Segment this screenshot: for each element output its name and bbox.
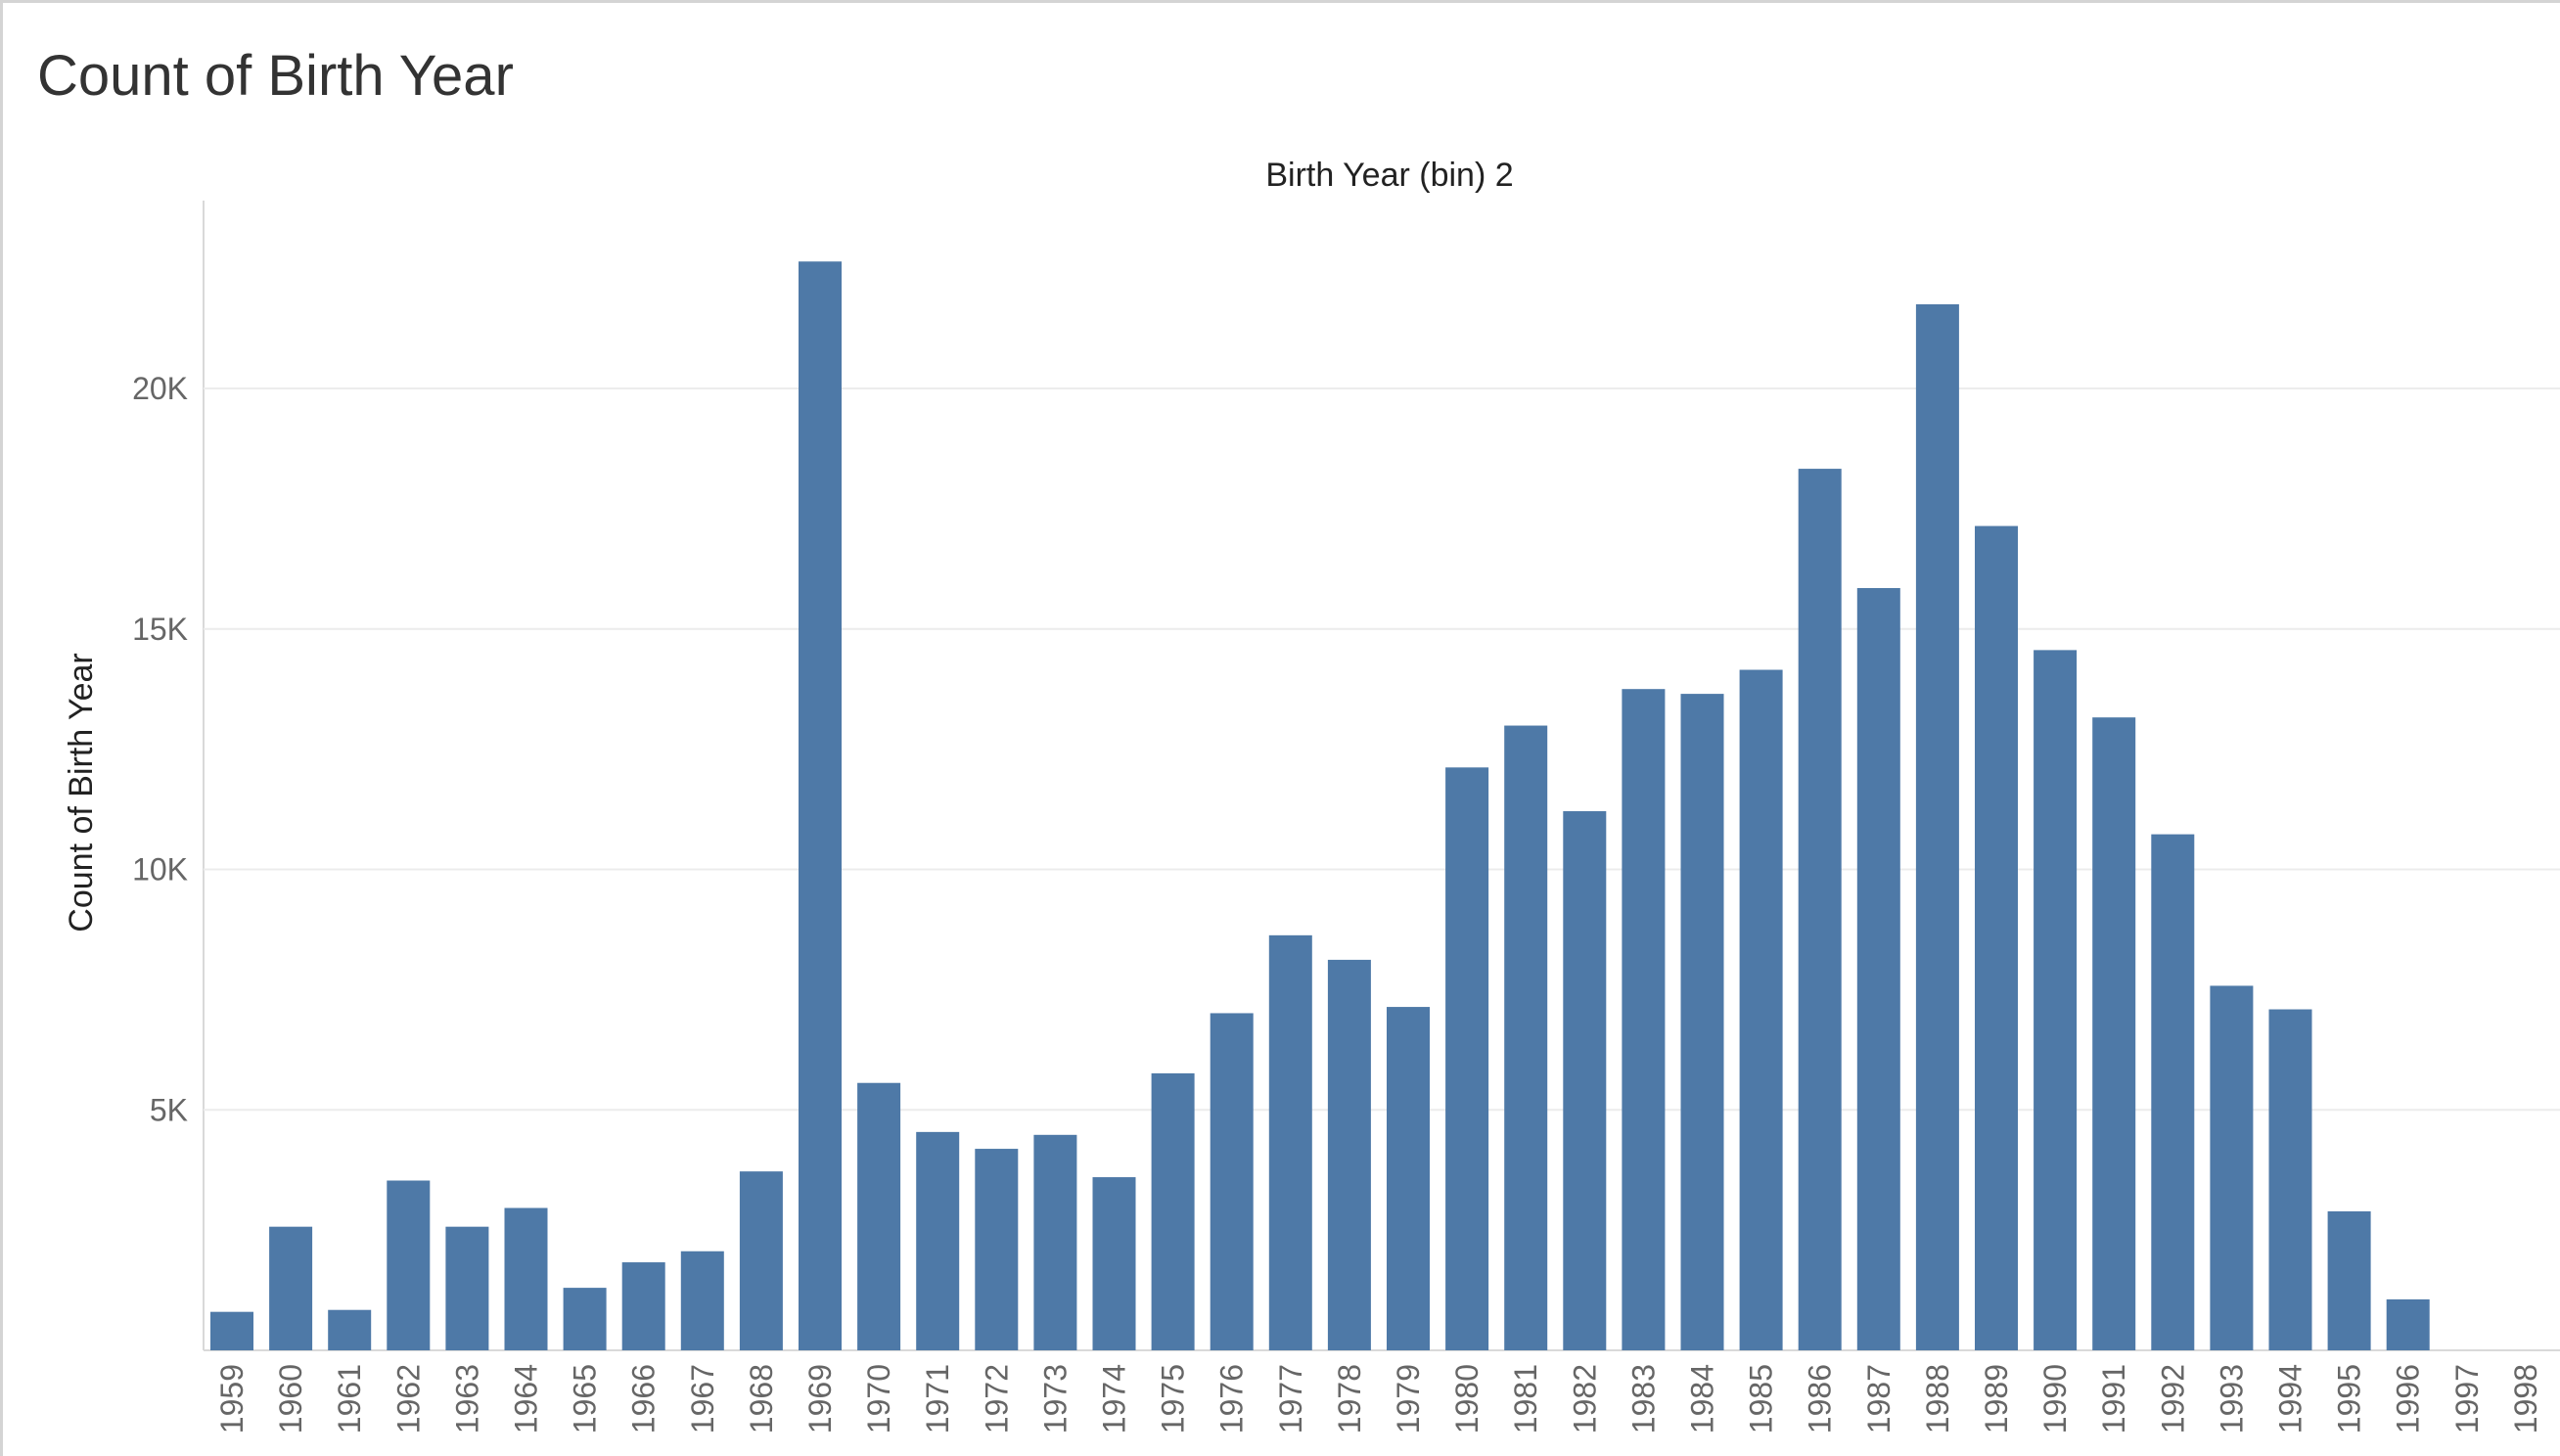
x-tick-label: 1967 bbox=[685, 1364, 720, 1433]
x-tick-label: 1996 bbox=[2391, 1364, 2426, 1433]
x-tick-label: 1962 bbox=[390, 1364, 426, 1433]
x-tick-label: 1994 bbox=[2273, 1364, 2309, 1433]
bars bbox=[210, 261, 2430, 1350]
y-tick-label: 20K bbox=[132, 371, 188, 406]
x-tick-label: 1968 bbox=[744, 1364, 779, 1433]
y-axis-title: Count of Birth Year bbox=[63, 653, 100, 932]
x-tick-label: 1979 bbox=[1391, 1364, 1426, 1433]
x-tick-label: 1976 bbox=[1214, 1364, 1250, 1433]
y-tick-label: 5K bbox=[150, 1092, 188, 1127]
column-header-title: Birth Year (bin) 2 bbox=[1265, 157, 1513, 194]
bar-1967[interactable] bbox=[680, 1251, 724, 1350]
bar-1987[interactable] bbox=[1856, 587, 1900, 1350]
bar-1994[interactable] bbox=[2268, 1009, 2312, 1350]
bar-1963[interactable] bbox=[445, 1226, 489, 1350]
x-tick-label: 1995 bbox=[2332, 1364, 2367, 1433]
y-axis-ticks: 5K 10K 15K 20K bbox=[132, 371, 188, 1127]
x-tick-label: 1969 bbox=[802, 1364, 838, 1433]
bar-1986[interactable] bbox=[1798, 469, 1842, 1350]
x-tick-label: 1988 bbox=[1920, 1364, 1955, 1433]
x-tick-label: 1965 bbox=[568, 1364, 603, 1433]
x-tick-label: 1971 bbox=[920, 1364, 955, 1433]
x-tick-label: 1975 bbox=[1156, 1364, 1191, 1433]
bar-1969[interactable] bbox=[799, 261, 842, 1350]
sheet-title: Count of Birth Year bbox=[37, 44, 514, 108]
x-tick-label: 1984 bbox=[1685, 1364, 1720, 1433]
y-tick-label: 10K bbox=[132, 852, 188, 887]
bar-1966[interactable] bbox=[621, 1262, 665, 1350]
x-tick-label: 1986 bbox=[1803, 1364, 1838, 1433]
bar-1978[interactable] bbox=[1327, 959, 1371, 1350]
gridlines bbox=[203, 201, 2560, 1351]
x-tick-label: 1998 bbox=[2508, 1364, 2543, 1433]
bar-1979[interactable] bbox=[1387, 1007, 1430, 1350]
x-tick-label: 1974 bbox=[1097, 1364, 1132, 1433]
bar-1984[interactable] bbox=[1680, 694, 1724, 1350]
bar-1988[interactable] bbox=[1915, 303, 1959, 1350]
bar-1977[interactable] bbox=[1268, 934, 1312, 1350]
x-tick-label: 1959 bbox=[214, 1364, 250, 1433]
bar-1995[interactable] bbox=[2327, 1210, 2371, 1350]
x-tick-label: 1978 bbox=[1332, 1364, 1367, 1433]
bar-1971[interactable] bbox=[916, 1131, 960, 1350]
bar-1970[interactable] bbox=[857, 1082, 901, 1350]
x-tick-label: 1982 bbox=[1567, 1364, 1602, 1433]
x-tick-label: 1981 bbox=[1508, 1364, 1543, 1433]
x-tick-label: 1991 bbox=[2096, 1364, 2131, 1433]
bar-1991[interactable] bbox=[2092, 717, 2136, 1350]
x-tick-label: 1977 bbox=[1273, 1364, 1308, 1433]
bar-1985[interactable] bbox=[1739, 669, 1783, 1350]
x-tick-label: 1964 bbox=[509, 1364, 544, 1433]
x-tick-label: 1972 bbox=[979, 1364, 1014, 1433]
bar-1973[interactable] bbox=[1033, 1134, 1077, 1350]
x-tick-label: 1987 bbox=[1861, 1364, 1897, 1433]
bar-1982[interactable] bbox=[1563, 811, 1607, 1350]
bar-1992[interactable] bbox=[2151, 834, 2195, 1350]
x-tick-label: 1973 bbox=[1037, 1364, 1073, 1433]
x-tick-label: 1989 bbox=[1979, 1364, 2014, 1433]
bar-1983[interactable] bbox=[1622, 689, 1666, 1350]
x-tick-label: 1963 bbox=[449, 1364, 484, 1433]
x-tick-label: 1990 bbox=[2037, 1364, 2073, 1433]
bar-1975[interactable] bbox=[1151, 1072, 1195, 1350]
x-tick-label: 1961 bbox=[332, 1364, 367, 1433]
bar-1974[interactable] bbox=[1092, 1177, 1136, 1350]
bar-1959[interactable] bbox=[210, 1311, 253, 1350]
x-axis-ticks: 1959 1960 1961 1962 1963 1964 1965 1966 1967 1968… bbox=[214, 1364, 2543, 1433]
bar-1962[interactable] bbox=[387, 1180, 431, 1350]
bar-1972[interactable] bbox=[975, 1149, 1019, 1350]
x-tick-label: 1992 bbox=[2155, 1364, 2190, 1433]
bar-1993[interactable] bbox=[2210, 985, 2254, 1350]
bar-1965[interactable] bbox=[563, 1288, 607, 1350]
x-tick-label: 1993 bbox=[2214, 1364, 2249, 1433]
x-tick-label: 1985 bbox=[1744, 1364, 1779, 1433]
x-tick-label: 1970 bbox=[861, 1364, 896, 1433]
y-tick-label: 15K bbox=[132, 612, 188, 647]
bar-1980[interactable] bbox=[1445, 767, 1489, 1350]
bar-1989[interactable] bbox=[1975, 525, 2018, 1350]
x-tick-label: 1966 bbox=[626, 1364, 662, 1433]
x-tick-label: 1997 bbox=[2449, 1364, 2485, 1433]
bar-1981[interactable] bbox=[1504, 725, 1548, 1350]
bar-1976[interactable] bbox=[1210, 1013, 1254, 1350]
bar-1960[interactable] bbox=[269, 1226, 313, 1350]
bar-1968[interactable] bbox=[739, 1171, 783, 1350]
x-tick-label: 1960 bbox=[273, 1364, 308, 1433]
bar-1961[interactable] bbox=[328, 1309, 372, 1350]
x-tick-label: 1983 bbox=[1625, 1364, 1661, 1433]
bar-1964[interactable] bbox=[504, 1207, 548, 1350]
bar-1996[interactable] bbox=[2386, 1298, 2430, 1350]
bar-1990[interactable] bbox=[2034, 650, 2078, 1350]
x-tick-label: 1980 bbox=[1449, 1364, 1485, 1433]
